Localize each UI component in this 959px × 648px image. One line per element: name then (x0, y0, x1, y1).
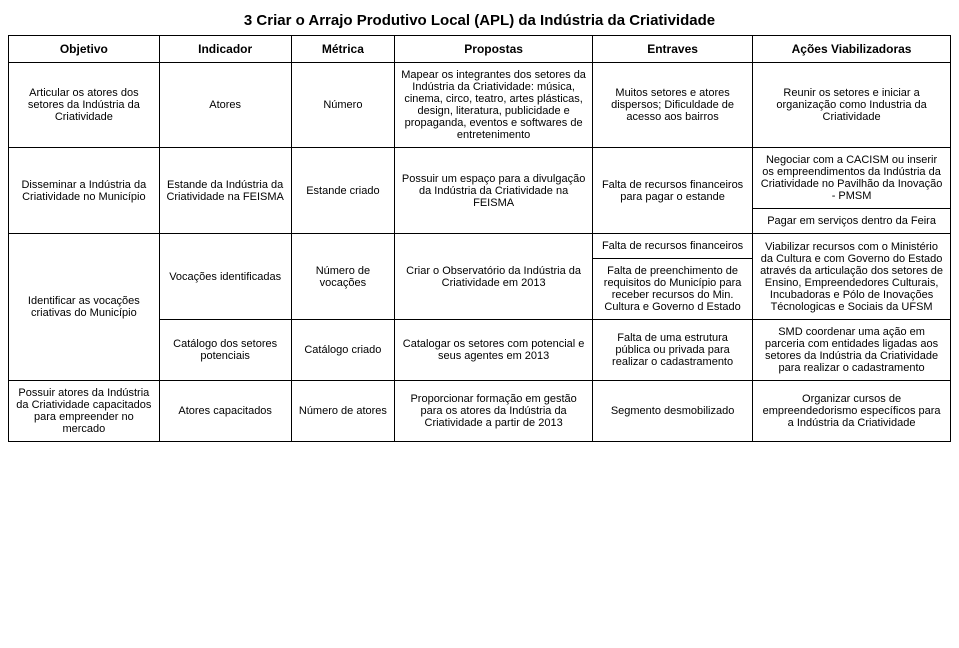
cell-entraves: Segmento desmobilizado (593, 381, 753, 442)
cell-acoes: SMD coordenar uma ação em parceria com e… (753, 320, 951, 381)
cell-indicador: Atores capacitados (159, 381, 291, 442)
table-row: Articular os atores dos setores da Indús… (9, 63, 951, 148)
cell-propostas: Criar o Observatório da Indústria da Cri… (395, 234, 593, 320)
cell-entraves: Falta de recursos financeiros para pagar… (593, 148, 753, 234)
cell-acoes: Organizar cursos de empreendedorismo esp… (753, 381, 951, 442)
col-metrica: Métrica (291, 36, 395, 63)
cell-objetivo: Identificar as vocações criativas do Mun… (9, 234, 160, 381)
apl-table: Objetivo Indicador Métrica Propostas Ent… (8, 35, 951, 442)
cell-propostas: Proporcionar formação em gestão para os … (395, 381, 593, 442)
cell-indicador: Estande da Indústria da Criatividade na … (159, 148, 291, 234)
col-objetivo: Objetivo (9, 36, 160, 63)
cell-propostas: Possuir um espaço para a divulgação da I… (395, 148, 593, 234)
header-row: Objetivo Indicador Métrica Propostas Ent… (9, 36, 951, 63)
cell-acoes: Viabilizar recursos com o Ministério da … (753, 234, 951, 320)
cell-acoes: Negociar com a CACISM ou inserir os empr… (753, 148, 951, 209)
cell-acoes: Reunir os setores e iniciar a organizaçã… (753, 63, 951, 148)
table-row: Possuir atores da Indústria da Criativid… (9, 381, 951, 442)
cell-objetivo: Possuir atores da Indústria da Criativid… (9, 381, 160, 442)
cell-entraves: Falta de recursos financeiros (593, 234, 753, 259)
cell-metrica: Número de atores (291, 381, 395, 442)
cell-propostas: Mapear os integrantes dos setores da Ind… (395, 63, 593, 148)
table-row: Identificar as vocações criativas do Mun… (9, 234, 951, 259)
cell-entraves: Falta de preenchimento de requisitos do … (593, 259, 753, 320)
cell-metrica: Número (291, 63, 395, 148)
page-title: 3 Criar o Arrajo Produtivo Local (APL) d… (8, 8, 951, 35)
col-acoes: Ações Viabilizadoras (753, 36, 951, 63)
col-propostas: Propostas (395, 36, 593, 63)
cell-objetivo: Disseminar a Indústria da Criatividade n… (9, 148, 160, 234)
cell-objetivo: Articular os atores dos setores da Indús… (9, 63, 160, 148)
cell-entraves: Muitos setores e atores dispersos; Dific… (593, 63, 753, 148)
cell-propostas: Catalogar os setores com potencial e seu… (395, 320, 593, 381)
cell-metrica: Número de vocações (291, 234, 395, 320)
col-entraves: Entraves (593, 36, 753, 63)
cell-metrica: Estande criado (291, 148, 395, 234)
cell-indicador: Atores (159, 63, 291, 148)
cell-acoes: Pagar em serviços dentro da Feira (753, 209, 951, 234)
cell-indicador: Catálogo dos setores potenciais (159, 320, 291, 381)
table-row: Disseminar a Indústria da Criatividade n… (9, 148, 951, 209)
cell-indicador: Vocações identificadas (159, 234, 291, 320)
cell-entraves: Falta de uma estrutura pública ou privad… (593, 320, 753, 381)
cell-metrica: Catálogo criado (291, 320, 395, 381)
col-indicador: Indicador (159, 36, 291, 63)
